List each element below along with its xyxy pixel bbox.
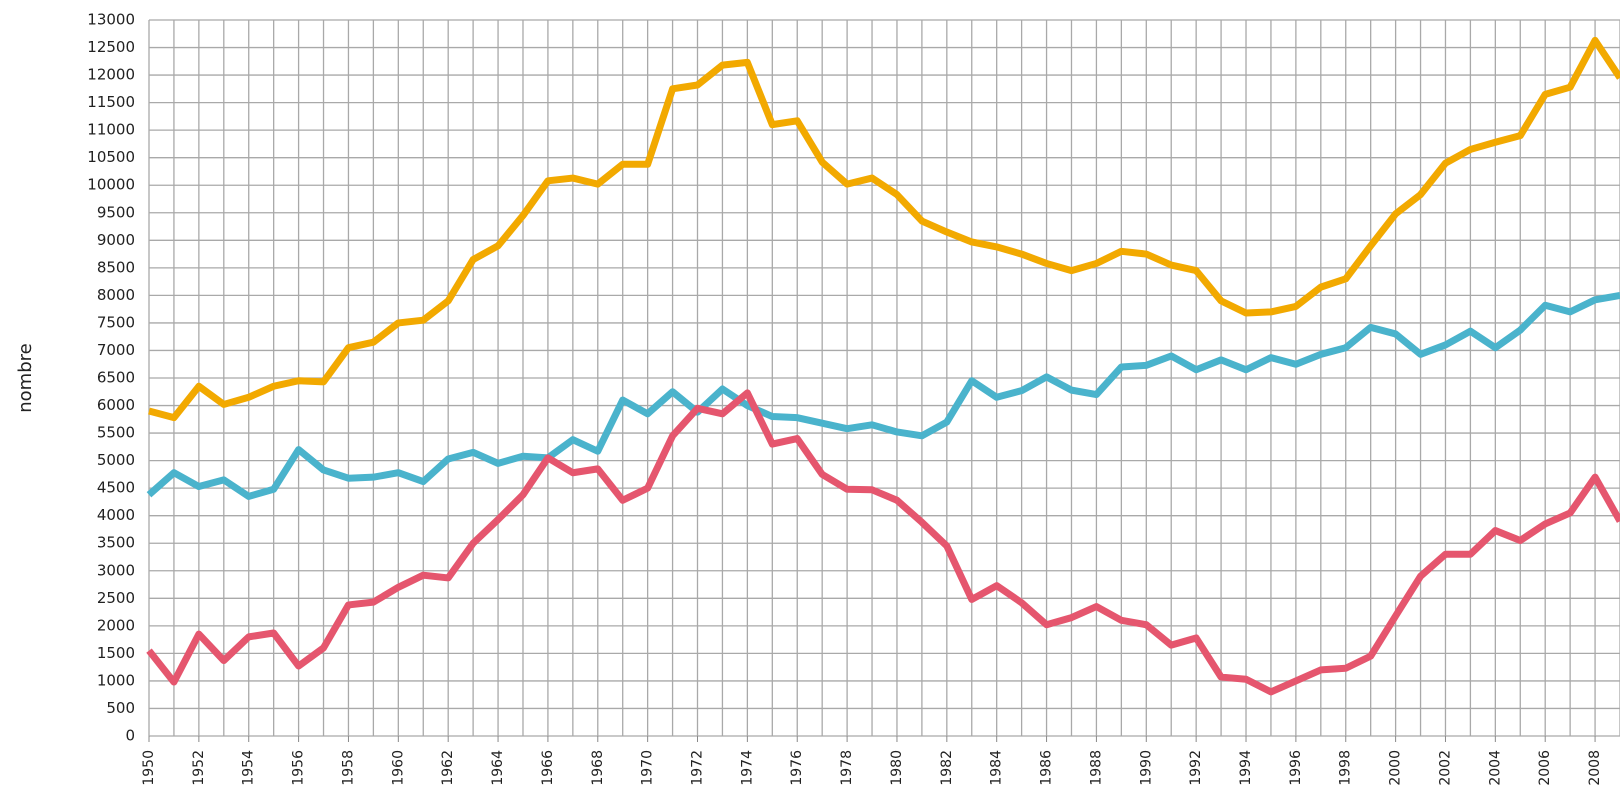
y-tick-label: 9000	[97, 231, 135, 249]
x-tick-label: 1994	[1238, 750, 1254, 786]
y-tick-label: 6500	[97, 369, 135, 387]
y-tick-label: 10500	[87, 148, 135, 166]
x-tick-label: 1990	[1138, 750, 1154, 786]
x-tick-label: 1950	[141, 750, 157, 786]
x-tick-label: 1968	[590, 750, 606, 786]
y-tick-label: 10000	[87, 176, 135, 194]
y-tick-label: 5500	[97, 424, 135, 442]
y-tick-label: 4500	[97, 479, 135, 497]
y-tick-label: 0	[125, 727, 135, 745]
y-tick-label: 9500	[97, 203, 135, 221]
x-tick-label: 1980	[889, 750, 905, 786]
x-tick-label: 1992	[1188, 750, 1204, 786]
y-tick-label: 11500	[87, 93, 135, 111]
x-tick-label: 2004	[1487, 750, 1503, 786]
x-tick-label: 1972	[690, 750, 706, 786]
x-tick-label: 1962	[440, 750, 456, 786]
y-tick-label: 13000	[87, 11, 135, 29]
y-tick-label: 5000	[97, 451, 135, 469]
x-tick-label: 2008	[1587, 750, 1603, 786]
y-tick-label: 4000	[97, 506, 135, 524]
x-tick-label: 1966	[540, 750, 556, 786]
x-tick-label: 1970	[640, 750, 656, 786]
series-line	[146, 291, 1620, 500]
series-line	[148, 36, 1620, 422]
y-tick-label: 3500	[97, 534, 135, 552]
series-line	[146, 389, 1620, 696]
x-tick-label: 1986	[1039, 750, 1055, 786]
x-tick-label: 1964	[490, 750, 506, 786]
y-tick-label: 6000	[97, 396, 135, 414]
y-tick-label: 500	[106, 699, 135, 717]
y-tick-label: 1000	[97, 671, 135, 689]
x-tick-label: 1988	[1088, 750, 1104, 786]
x-tick-label: 2006	[1537, 750, 1553, 786]
x-tick-label: 1976	[789, 750, 805, 786]
x-tick-label: 1958	[340, 750, 356, 786]
y-tick-label: 8500	[97, 258, 135, 276]
y-tick-label: 12500	[87, 38, 135, 56]
x-tick-label: 2002	[1437, 750, 1453, 786]
x-tick-label: 1984	[989, 750, 1005, 786]
x-tick-label: 1978	[839, 750, 855, 786]
y-tick-label: 2000	[97, 616, 135, 634]
y-tick-label: 3000	[97, 561, 135, 579]
x-tick-label: 1998	[1338, 750, 1354, 786]
y-tick-label: 12000	[87, 66, 135, 84]
y-tick-label: 8000	[97, 286, 135, 304]
x-tick-label: 1974	[739, 750, 755, 786]
x-tick-label: 1954	[241, 750, 257, 786]
x-tick-label: 1956	[291, 750, 307, 786]
x-tick-label: 1982	[939, 750, 955, 786]
y-tick-label: 1500	[97, 644, 135, 662]
y-tick-label: 7500	[97, 313, 135, 331]
x-tick-label: 1996	[1288, 750, 1304, 786]
x-tick-label: 1952	[191, 750, 207, 786]
y-tick-label: 11000	[87, 121, 135, 139]
y-tick-label: 2500	[97, 589, 135, 607]
x-tick-label: 2000	[1388, 750, 1404, 786]
y-axis-label: nombre	[15, 343, 36, 412]
x-tick-label: 1960	[390, 750, 406, 786]
y-tick-label: 7000	[97, 341, 135, 359]
